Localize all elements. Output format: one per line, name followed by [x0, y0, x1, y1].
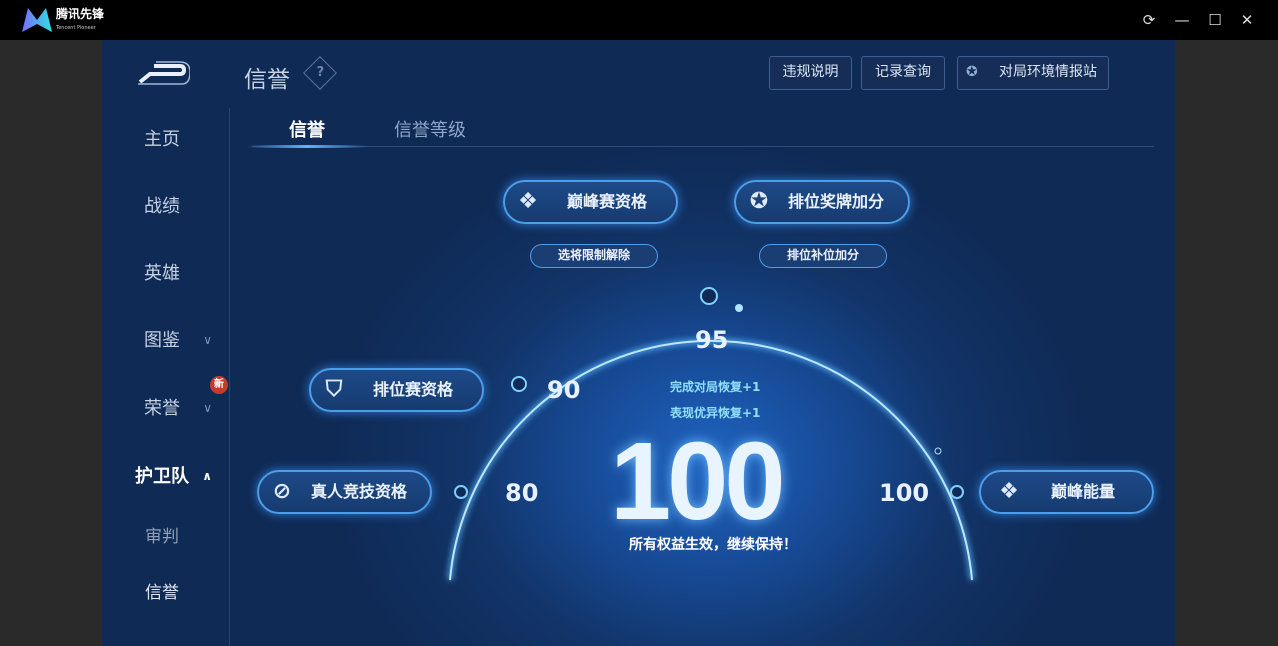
rank-fill-bonus[interactable]: 排位补位加分: [759, 244, 887, 268]
credit-status-text: 所有权益生效，继续保持！: [629, 537, 797, 553]
page-title: 信誉: [244, 67, 290, 93]
human-match-qualification[interactable]: ⊘ 真人竞技资格: [257, 470, 432, 514]
tab-active-indicator: [247, 145, 367, 148]
sidebar-divider: [229, 108, 230, 646]
gauge-node-80: [454, 485, 468, 499]
recover-performance-text: 表现优异恢复+1: [670, 406, 761, 420]
refresh-icon[interactable]: ⟳: [1142, 11, 1156, 29]
gauge-label-100: 100: [879, 479, 930, 507]
sidebar-item-heroes[interactable]: 英雄: [144, 263, 180, 284]
record-query-button[interactable]: 记录查询: [861, 56, 945, 90]
title-bar: 腾讯先锋 Tencent Pioneer ⟳ — ☐ ✕: [0, 0, 1278, 40]
tab-credit[interactable]: 信誉: [289, 120, 325, 141]
sidebar-item-home[interactable]: 主页: [144, 129, 180, 150]
rank-medal-bonus[interactable]: ✪ 排位奖牌加分: [734, 180, 910, 224]
hero-pick-unlock[interactable]: 选将限制解除: [530, 244, 658, 268]
recover-match-text: 完成对局恢复+1: [670, 380, 761, 394]
logo-text: 腾讯先锋: [56, 7, 105, 21]
peak-energy[interactable]: ❖ 巅峰能量: [979, 470, 1154, 514]
gauge-node-100: [950, 485, 964, 499]
sidebar-item-judge[interactable]: 审判: [145, 527, 179, 547]
tencent-pioneer-logo: [22, 8, 52, 32]
credit-gauge-arc: [447, 287, 975, 581]
credit-score: 100: [610, 420, 786, 543]
chevron-up-icon: ∧: [202, 469, 212, 483]
peak-diamond-icon: ❖: [518, 189, 538, 214]
ranked-qualification[interactable]: ⛉ 排位赛资格: [309, 368, 484, 412]
sidebar-item-records[interactable]: 战绩: [144, 196, 180, 217]
chevron-down-icon: ∨: [203, 333, 212, 347]
credit-page: 信誉 ? 违规说明 记录查询 ✪ 对局环境情报站 主页 战绩 英雄 图鉴 ∨ 荣誉 ∨…: [102, 40, 1175, 646]
star-medal-icon: ✪: [749, 189, 769, 214]
rank-shield-icon: ⛉: [325, 377, 343, 402]
tab-divider: [252, 146, 1154, 147]
shield-wings-icon: ✪: [966, 64, 978, 80]
close-icon[interactable]: ✕: [1240, 11, 1254, 29]
peak-match-qualification[interactable]: ❖ 巅峰赛资格: [503, 180, 678, 224]
sidebar-item-credit[interactable]: 信誉: [145, 583, 179, 603]
gauge-label-90: 90: [547, 376, 581, 404]
minimize-icon[interactable]: —: [1174, 11, 1190, 29]
gauge-node-90: [511, 376, 527, 392]
tab-credit-level[interactable]: 信誉等级: [394, 120, 466, 141]
back-icon[interactable]: [136, 60, 190, 86]
gauge-node-95: [700, 287, 718, 305]
new-badge: 新: [210, 376, 228, 394]
gauge-label-95: 95: [695, 326, 729, 354]
sidebar-item-honor[interactable]: 荣誉 ∨: [144, 398, 212, 419]
gauge-label-80: 80: [505, 479, 539, 507]
maximize-icon[interactable]: ☐: [1208, 11, 1222, 29]
sidebar-item-gallery[interactable]: 图鉴 ∨: [144, 330, 212, 351]
human-no-bot-icon: ⊘: [272, 479, 292, 504]
sidebar-item-guard[interactable]: 护卫队 ∧: [135, 466, 212, 487]
violation-rules-button[interactable]: 违规说明: [769, 56, 852, 90]
logo-subtitle: Tencent Pioneer: [56, 25, 96, 31]
chevron-down-icon: ∨: [203, 401, 212, 415]
peak-energy-icon: ❖: [999, 479, 1019, 504]
match-environment-button[interactable]: ✪ 对局环境情报站: [957, 56, 1109, 90]
